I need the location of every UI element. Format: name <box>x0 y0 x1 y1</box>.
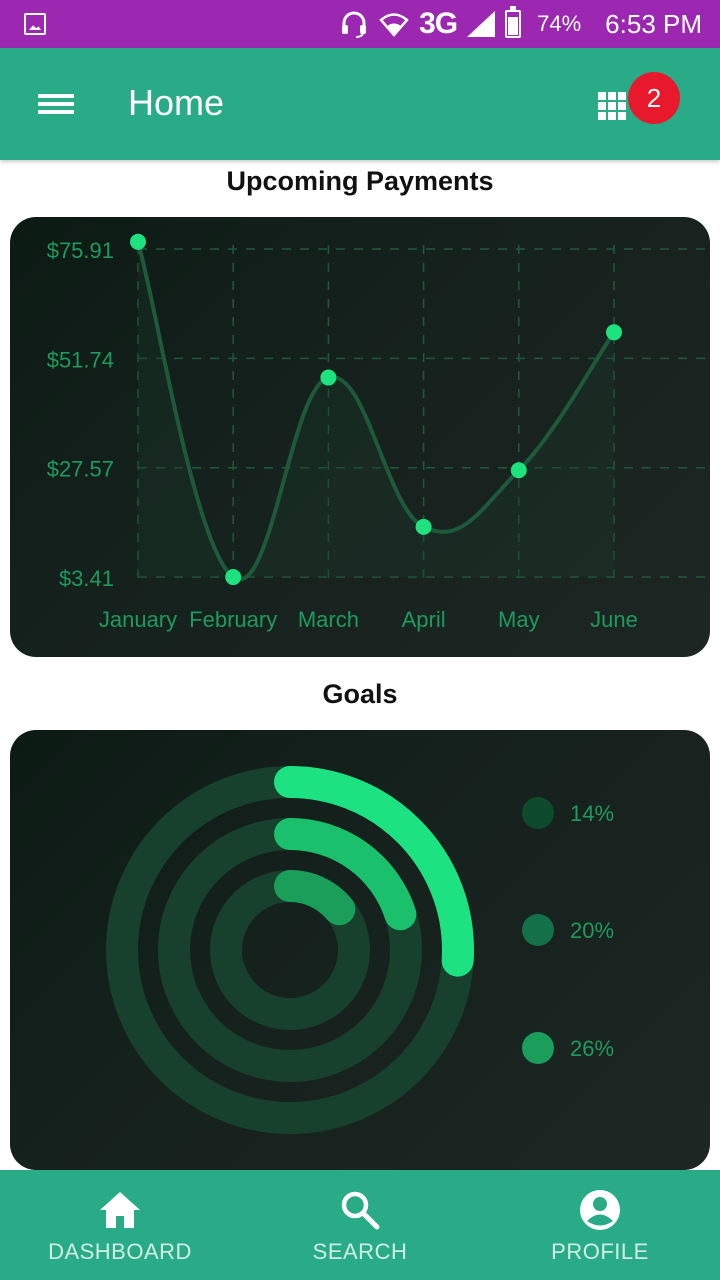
legend-label: 20% <box>570 918 614 943</box>
account-circle-icon <box>580 1190 620 1230</box>
ring-arc[interactable] <box>106 766 474 1134</box>
battery-fill <box>508 17 519 35</box>
nav-search-label: SEARCH <box>312 1239 408 1264</box>
y-tick-label: $3.41 <box>59 566 114 591</box>
x-tick-label: April <box>402 607 446 632</box>
ring-arc[interactable] <box>158 818 422 1082</box>
x-tick-label: May <box>498 607 540 632</box>
clock: 6:53 PM <box>605 8 702 39</box>
x-tick-label: February <box>189 607 277 632</box>
network-type: 3G <box>419 7 458 40</box>
nav-dashboard-label: DASHBOARD <box>48 1239 192 1264</box>
data-point[interactable] <box>320 369 337 386</box>
menu-icon[interactable] <box>30 86 74 122</box>
battery-percent: 74% <box>537 11 582 36</box>
legend-swatch <box>522 797 554 829</box>
legend-label: 26% <box>570 1036 614 1061</box>
goals-chart-card: 14% 20% 26% <box>10 730 710 1170</box>
data-point[interactable] <box>415 518 432 535</box>
goals-radial-chart: 14% 20% 26% <box>106 766 614 1134</box>
y-tick-label: $51.74 <box>47 347 114 372</box>
apps-grid-icon[interactable] <box>596 88 630 122</box>
battery-icon <box>505 6 522 38</box>
wifi-icon <box>379 13 409 37</box>
legend-swatch <box>522 1032 554 1064</box>
payments-chart-card: $75.91 $51.74 $27.57 $3.41 January February Ma… <box>10 217 710 657</box>
data-point[interactable] <box>606 324 622 341</box>
bottom-navigation: DASHBOARD SEARCH PROFILE <box>0 1170 720 1280</box>
nav-profile[interactable]: PROFILE <box>480 1170 720 1280</box>
y-tick-label: $27.57 <box>47 457 114 482</box>
signal-icon <box>467 11 496 37</box>
y-tick-label: $75.91 <box>47 238 114 263</box>
goals-title: Goals <box>322 679 398 709</box>
x-tick-label: January <box>99 607 177 632</box>
data-point[interactable] <box>510 462 527 479</box>
status-bar: 3G 74% 6:53 PM <box>0 0 720 48</box>
page-title: Home <box>128 82 225 123</box>
headset-icon <box>342 11 367 38</box>
x-tick-label: March <box>298 607 359 632</box>
area-fill <box>138 241 614 580</box>
image-icon <box>24 13 46 35</box>
nav-profile-label: PROFILE <box>551 1239 649 1264</box>
notification-badge[interactable]: 2 <box>628 72 680 124</box>
app-bar: Home 2 <box>0 48 720 160</box>
nav-search[interactable]: SEARCH <box>240 1170 480 1280</box>
payments-line-chart: $75.91 $51.74 $27.57 $3.41 January February Ma… <box>47 233 710 632</box>
data-point[interactable] <box>130 233 146 250</box>
status-icons: 3G 74% 6:53 PM <box>339 0 702 48</box>
data-point[interactable] <box>225 569 242 586</box>
x-tick-label: June <box>590 607 638 632</box>
legend-swatch <box>522 914 554 946</box>
ring-arc[interactable] <box>210 870 370 1030</box>
home-icon <box>100 1192 140 1228</box>
search-icon <box>341 1191 380 1230</box>
nav-dashboard[interactable]: DASHBOARD <box>0 1170 240 1280</box>
upcoming-payments-title: Upcoming Payments <box>226 166 494 196</box>
legend-label: 14% <box>570 801 614 826</box>
